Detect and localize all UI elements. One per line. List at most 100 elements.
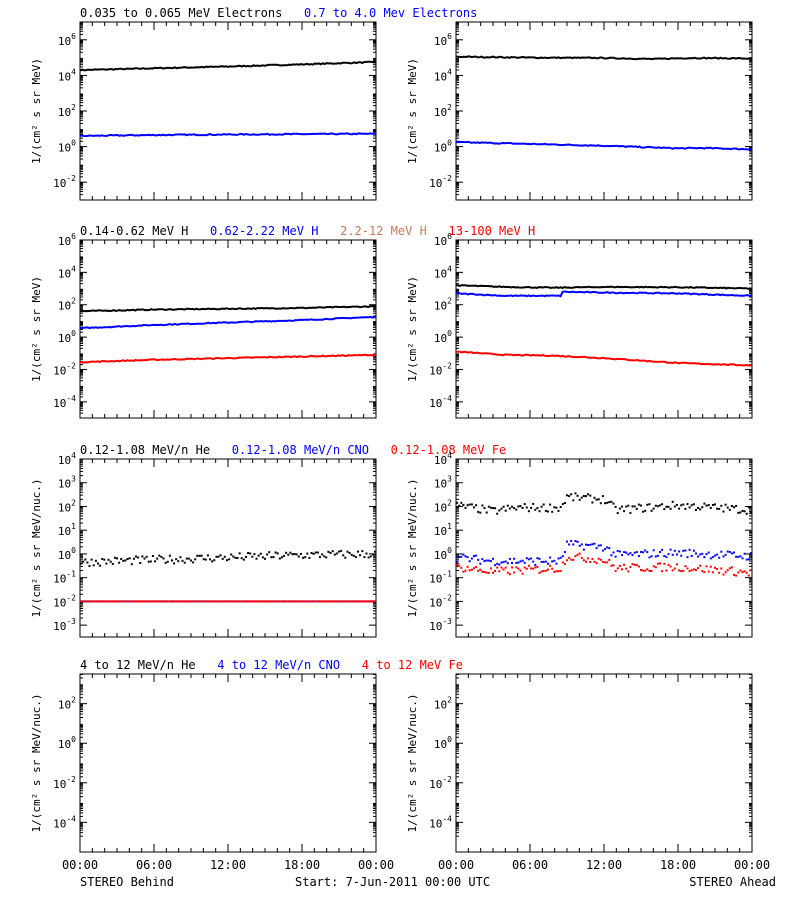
- series-point: [221, 557, 224, 560]
- series-point: [124, 600, 127, 603]
- series-point: [135, 600, 137, 603]
- series-point: [525, 557, 528, 560]
- y-tick-exponent: -2: [66, 775, 76, 784]
- series-point: [359, 554, 362, 557]
- series-point: [331, 600, 334, 603]
- series-point: [460, 501, 463, 504]
- series-point: [711, 556, 714, 559]
- series-point: [173, 562, 176, 565]
- y-tick-base: 10: [429, 573, 442, 586]
- series-point: [105, 562, 108, 565]
- series-point: [547, 568, 549, 571]
- series-point: [198, 554, 201, 557]
- series-point: [200, 554, 203, 557]
- legend-entry: 4 to 12 MeV/n He: [80, 658, 196, 672]
- series-point: [606, 546, 609, 549]
- series-point: [485, 559, 488, 562]
- legend-entry: 4 to 12 MeV Fe: [340, 658, 463, 672]
- series-point: [536, 507, 539, 510]
- y-tick-exponent: 2: [447, 696, 452, 705]
- series-point: [637, 555, 640, 557]
- y-axis-label: 1/(cm² s sr MeV): [406, 58, 419, 164]
- series-point: [126, 558, 129, 560]
- series-point: [253, 600, 256, 603]
- series-point: [185, 557, 188, 560]
- series-point: [680, 504, 683, 507]
- series-point: [107, 600, 110, 603]
- series-point: [111, 563, 114, 565]
- series-point: [745, 512, 748, 515]
- y-tick-label: 10-4: [429, 814, 452, 830]
- y-tick-exponent: 4: [71, 67, 76, 76]
- y-tick-label: 100: [58, 546, 76, 562]
- series-point: [494, 564, 497, 567]
- series-point: [500, 507, 503, 510]
- series-point: [492, 507, 494, 510]
- series-point: [329, 600, 332, 603]
- series-point: [314, 551, 317, 554]
- series-point: [481, 504, 484, 507]
- series-point: [735, 574, 738, 577]
- series-point: [310, 600, 313, 603]
- series-point: [743, 570, 746, 573]
- y-axis-label: 1/(cm² s sr MeV/nuc.): [406, 693, 419, 832]
- series-point: [635, 551, 638, 554]
- series-point: [283, 600, 285, 603]
- y-tick-base: 10: [434, 106, 447, 119]
- y-tick-label: 106: [58, 232, 76, 248]
- series-point: [530, 506, 533, 509]
- series-point: [616, 550, 619, 552]
- series-point: [293, 553, 296, 556]
- series-point: [473, 567, 475, 570]
- series-point: [551, 567, 554, 570]
- series-point: [485, 511, 488, 514]
- series-point: [259, 552, 262, 555]
- series-point: [682, 549, 685, 552]
- series-point: [143, 557, 146, 560]
- plot-frame: [455, 458, 753, 638]
- series-point: [599, 502, 602, 505]
- y-tick-exponent: 2: [71, 297, 76, 306]
- series-point: [99, 600, 102, 603]
- legend-entry: 2.2-12 MeV H: [318, 224, 426, 238]
- series-point: [306, 552, 309, 555]
- series-point: [675, 503, 678, 506]
- series-point: [534, 508, 537, 511]
- series-point: [302, 556, 305, 559]
- series-point: [264, 557, 266, 560]
- y-tick-base: 10: [434, 235, 447, 248]
- y-tick-exponent: -4: [442, 394, 452, 403]
- series-point: [726, 569, 729, 572]
- series-line: [79, 353, 376, 364]
- series-point: [523, 561, 526, 564]
- y-tick-label: 10-2: [53, 174, 76, 190]
- series-point: [113, 600, 116, 603]
- series-point: [730, 552, 733, 555]
- series-point: [202, 558, 205, 561]
- series-point: [591, 543, 594, 546]
- series-point: [310, 552, 313, 554]
- y-axis-label: 1/(cm² s sr MeV): [30, 276, 43, 382]
- series-point: [646, 551, 649, 554]
- series-point: [109, 600, 112, 603]
- series-point: [278, 600, 281, 603]
- series-point: [680, 554, 683, 557]
- y-tick-exponent: -2: [66, 174, 76, 183]
- y-tick-exponent: 3: [71, 475, 76, 484]
- series-point: [640, 569, 642, 572]
- y-tick-base: 10: [53, 397, 66, 410]
- series-point: [566, 494, 568, 497]
- y-tick-base: 10: [434, 478, 447, 491]
- series-point: [690, 555, 693, 557]
- legend-entry: 4 to 12 MeV/n CNO: [196, 658, 341, 672]
- series-point: [350, 553, 353, 556]
- series-point: [633, 551, 636, 554]
- series-point: [595, 562, 598, 565]
- series-point: [538, 557, 541, 560]
- series-point: [369, 555, 372, 558]
- series-point: [487, 505, 490, 508]
- y-tick-label: 10-2: [429, 361, 452, 377]
- series-point: [139, 600, 142, 603]
- series-point: [523, 566, 526, 569]
